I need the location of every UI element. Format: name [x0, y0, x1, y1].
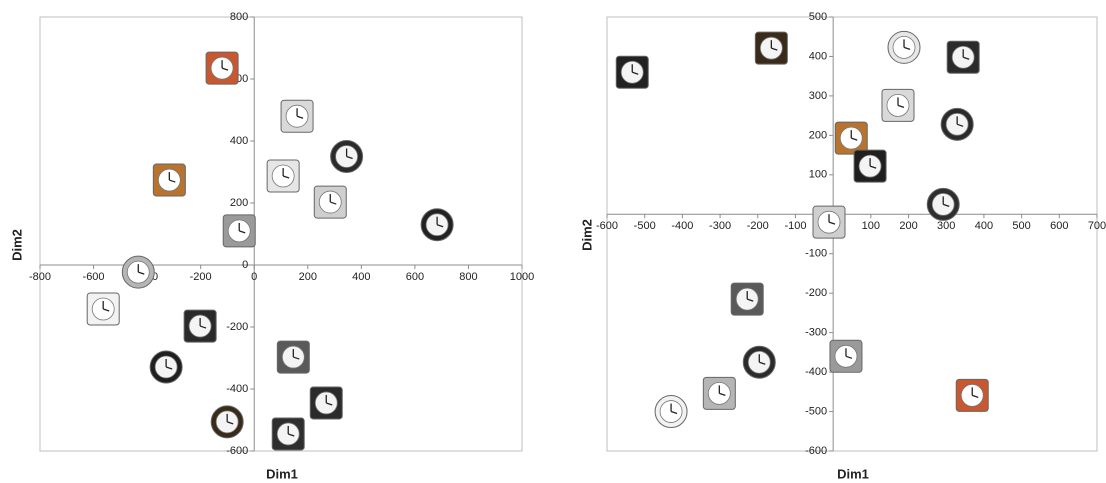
x-tick-label: -600: [596, 220, 618, 232]
x-axis-title: Dim1: [837, 466, 869, 481]
clock-point: [926, 187, 960, 221]
clock-point: [149, 350, 183, 384]
x-tick-label: 200: [299, 271, 317, 283]
clock-point: [222, 214, 256, 248]
clock-point: [121, 255, 155, 289]
y-tick-label: 200: [809, 129, 827, 141]
x-tick-label: 0: [251, 271, 257, 283]
clock-point: [853, 149, 887, 183]
y-tick-label: -200: [805, 287, 827, 299]
x-tick-label: -100: [784, 220, 806, 232]
clock-point: [654, 395, 688, 429]
plot-frame: [606, 16, 1098, 452]
y-tick-label: 400: [230, 135, 248, 147]
plot-frame: [39, 16, 523, 452]
x-tick-label: -500: [634, 220, 656, 232]
clock-point: [834, 121, 868, 155]
clock-point: [940, 107, 974, 141]
clock-point: [210, 405, 244, 439]
x-tick-label: -200: [747, 220, 769, 232]
clock-point: [946, 40, 980, 74]
x-tick-label: -400: [671, 220, 693, 232]
clock-point: [271, 417, 305, 451]
clock-point: [86, 292, 120, 326]
clock-point: [205, 51, 239, 85]
y-tick-label: -100: [805, 248, 827, 260]
clock-point: [955, 378, 989, 412]
clock-point: [730, 282, 764, 316]
y-tick-label: 300: [809, 90, 827, 102]
clock-point: [183, 309, 217, 343]
clock-point: [266, 159, 300, 193]
clock-point: [615, 55, 649, 89]
clock-point: [309, 386, 343, 420]
clock-point: [152, 163, 186, 197]
clock-point: [330, 140, 364, 173]
clock-point: [420, 208, 454, 242]
x-tick-label: 700: [1088, 220, 1106, 232]
x-tick-label: -200: [190, 271, 212, 283]
clock-point: [742, 345, 776, 379]
clock-point: [702, 376, 736, 410]
y-tick-label: -600: [805, 445, 827, 457]
y-axis-title: Dim2: [9, 229, 24, 261]
clock-point: [812, 205, 846, 239]
y-tick-label: 0: [242, 259, 248, 271]
clock-point: [754, 31, 788, 65]
y-tick-label: -300: [805, 327, 827, 339]
y-tick-label: -200: [226, 321, 248, 333]
x-tick-label: 800: [459, 271, 477, 283]
clock-point: [881, 88, 915, 122]
y-tick-label: -500: [805, 405, 827, 417]
y-tick-label: 100: [809, 169, 827, 181]
y-tick-label: 200: [230, 197, 248, 209]
clock-point: [313, 185, 347, 219]
clock-point: [276, 340, 310, 374]
x-tick-label: 400: [352, 271, 370, 283]
clock-point: [829, 339, 863, 373]
y-axis-title: Dim2: [579, 219, 594, 251]
x-tick-label: -600: [83, 271, 105, 283]
y-tick-label: 400: [809, 50, 827, 62]
y-tick-label: -600: [226, 445, 248, 457]
x-tick-label: 600: [406, 271, 424, 283]
y-tick-label: 500: [809, 11, 827, 23]
x-tick-label: -300: [709, 220, 731, 232]
x-tick-label: -800: [29, 271, 51, 283]
x-tick-label: 100: [862, 220, 880, 232]
x-tick-label: 300: [937, 220, 955, 232]
x-tick-label: 1000: [510, 271, 534, 283]
clock-point: [280, 99, 314, 133]
x-tick-label: 200: [899, 220, 917, 232]
clock-point: [887, 30, 921, 64]
y-tick-label: -400: [805, 366, 827, 378]
y-tick-label: -400: [226, 383, 248, 395]
x-tick-label: 600: [1050, 220, 1068, 232]
x-tick-label: 400: [975, 220, 993, 232]
x-tick-label: 500: [1012, 220, 1030, 232]
y-tick-label: 800: [230, 11, 248, 23]
x-axis-title: Dim1: [266, 466, 298, 481]
